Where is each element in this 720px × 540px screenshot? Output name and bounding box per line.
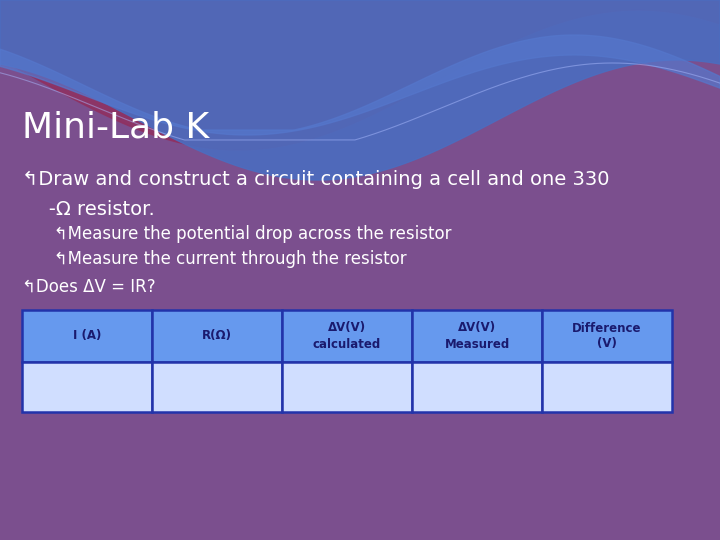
FancyBboxPatch shape bbox=[22, 362, 152, 412]
FancyBboxPatch shape bbox=[282, 310, 412, 362]
FancyBboxPatch shape bbox=[282, 362, 412, 412]
FancyBboxPatch shape bbox=[22, 310, 152, 362]
Text: ↰Measure the current through the resistor: ↰Measure the current through the resisto… bbox=[38, 250, 407, 268]
FancyBboxPatch shape bbox=[542, 310, 672, 362]
Text: Difference
(V): Difference (V) bbox=[572, 321, 642, 350]
FancyBboxPatch shape bbox=[412, 310, 542, 362]
Text: ΔV(V)
calculated: ΔV(V) calculated bbox=[313, 321, 381, 350]
FancyBboxPatch shape bbox=[412, 362, 542, 412]
Text: R(Ω): R(Ω) bbox=[202, 329, 232, 342]
Text: Mini-Lab K: Mini-Lab K bbox=[22, 110, 210, 144]
Text: ΔV(V)
Measured: ΔV(V) Measured bbox=[444, 321, 510, 350]
FancyBboxPatch shape bbox=[152, 362, 282, 412]
Text: -Ω resistor.: -Ω resistor. bbox=[30, 200, 155, 219]
Text: ↰Does ΔV = IR?: ↰Does ΔV = IR? bbox=[22, 278, 156, 296]
FancyBboxPatch shape bbox=[152, 310, 282, 362]
FancyBboxPatch shape bbox=[542, 362, 672, 412]
Text: ↰Measure the potential drop across the resistor: ↰Measure the potential drop across the r… bbox=[38, 225, 451, 243]
Text: I (A): I (A) bbox=[73, 329, 102, 342]
Text: ↰Draw and construct a circuit containing a cell and one 330: ↰Draw and construct a circuit containing… bbox=[22, 170, 610, 189]
